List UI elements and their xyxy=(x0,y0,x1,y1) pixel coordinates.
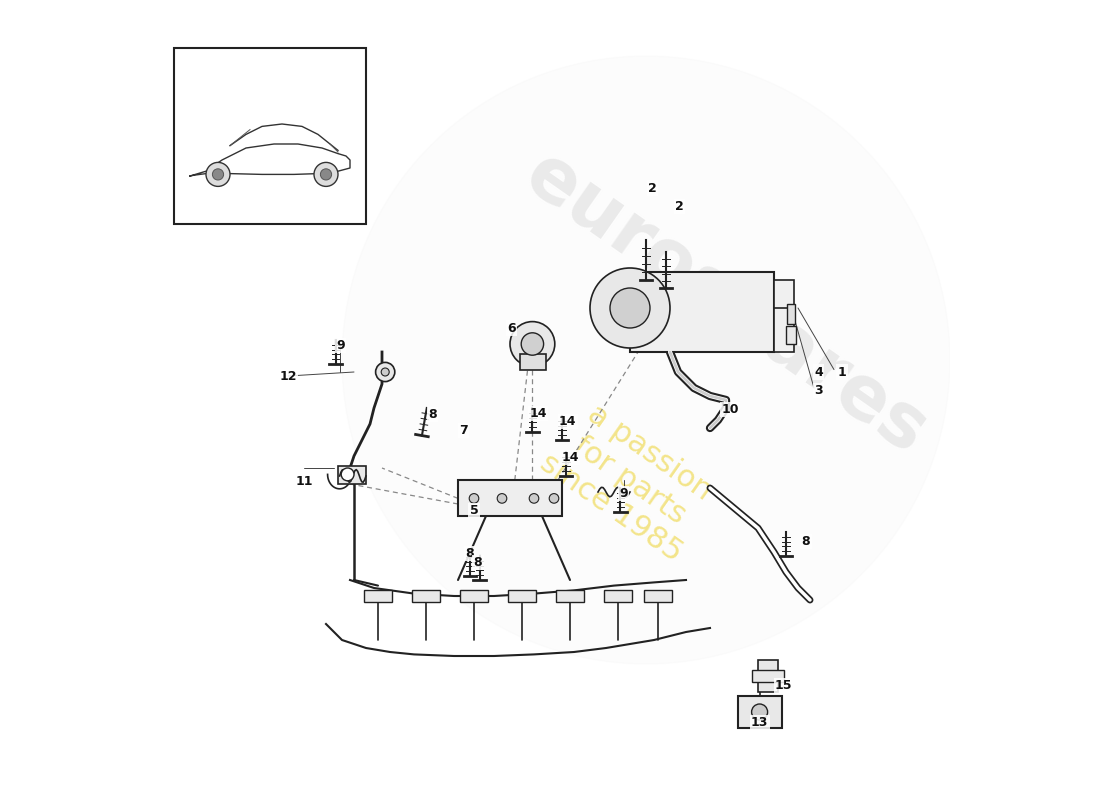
Circle shape xyxy=(342,56,950,664)
Circle shape xyxy=(549,494,559,503)
Bar xyxy=(786,326,795,344)
Bar xyxy=(458,480,562,516)
Bar xyxy=(556,590,584,602)
Text: a passion
for parts
since 1985: a passion for parts since 1985 xyxy=(535,393,726,567)
Circle shape xyxy=(320,169,331,180)
Circle shape xyxy=(521,333,543,355)
Circle shape xyxy=(529,494,539,503)
Circle shape xyxy=(382,368,389,376)
Text: 15: 15 xyxy=(774,679,792,692)
Text: 14: 14 xyxy=(529,407,547,420)
Text: 12: 12 xyxy=(279,370,297,382)
Circle shape xyxy=(206,162,230,186)
Text: eurospares: eurospares xyxy=(510,138,942,470)
Text: 7: 7 xyxy=(459,424,468,437)
Text: 9: 9 xyxy=(619,487,628,500)
Bar xyxy=(174,48,366,224)
Circle shape xyxy=(212,169,223,180)
Circle shape xyxy=(314,162,338,186)
Bar xyxy=(364,590,393,602)
Text: 14: 14 xyxy=(561,451,579,464)
Circle shape xyxy=(751,704,768,720)
Bar xyxy=(758,660,778,692)
Text: 8: 8 xyxy=(802,535,811,548)
Bar xyxy=(411,590,440,602)
Text: 3: 3 xyxy=(814,384,823,397)
Bar xyxy=(738,696,782,728)
Text: 8: 8 xyxy=(474,556,482,569)
Bar xyxy=(644,590,672,602)
Circle shape xyxy=(375,362,395,382)
Circle shape xyxy=(341,468,354,481)
Circle shape xyxy=(470,494,478,503)
Bar xyxy=(786,304,795,324)
Text: 9: 9 xyxy=(337,339,344,352)
Bar xyxy=(460,590,488,602)
Bar xyxy=(519,354,546,370)
Text: 4: 4 xyxy=(814,366,823,378)
Bar xyxy=(774,280,794,352)
Bar xyxy=(604,590,632,602)
Bar xyxy=(507,590,537,602)
Text: 13: 13 xyxy=(751,716,768,729)
Circle shape xyxy=(590,268,670,348)
Text: 6: 6 xyxy=(507,322,516,334)
Bar xyxy=(752,670,784,682)
Text: 2: 2 xyxy=(675,200,684,213)
Text: 1: 1 xyxy=(837,366,846,378)
Text: 8: 8 xyxy=(465,547,474,560)
Circle shape xyxy=(510,322,554,366)
Bar xyxy=(338,466,366,484)
Text: 11: 11 xyxy=(296,475,314,488)
Bar xyxy=(630,272,774,352)
Text: 8: 8 xyxy=(428,408,437,421)
Text: 2: 2 xyxy=(648,182,657,194)
Text: 5: 5 xyxy=(470,504,478,517)
Text: 14: 14 xyxy=(559,415,576,428)
Text: 10: 10 xyxy=(722,403,739,416)
Circle shape xyxy=(497,494,507,503)
Circle shape xyxy=(610,288,650,328)
